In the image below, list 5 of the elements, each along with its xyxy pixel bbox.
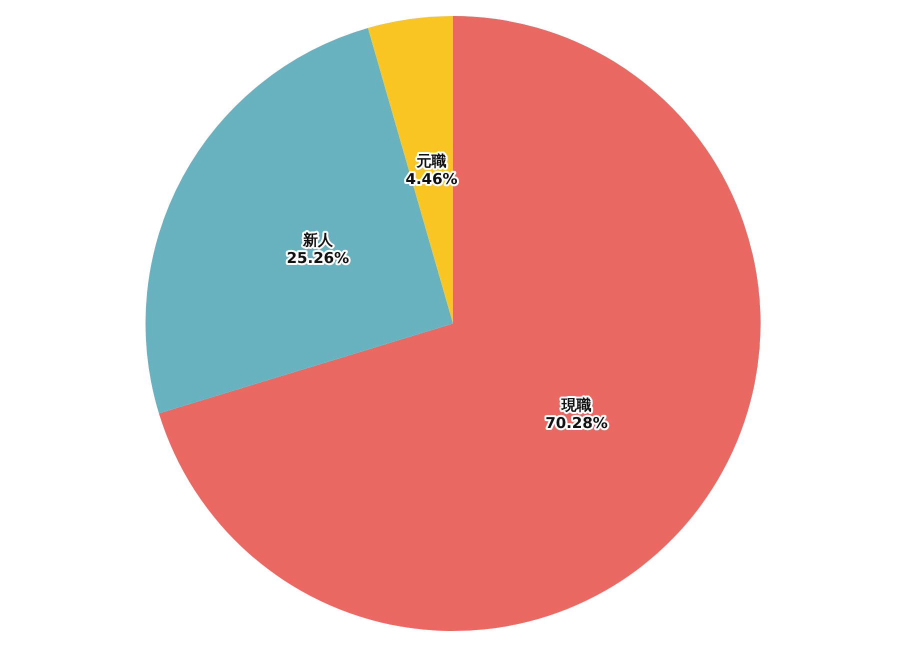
data-label: 70.28% bbox=[545, 414, 608, 432]
data-label: 25.26% bbox=[286, 249, 350, 268]
slice-label: 新人 bbox=[302, 231, 334, 250]
slice-label: 元職 bbox=[416, 152, 447, 170]
slice-label: 現職 bbox=[560, 396, 592, 414]
